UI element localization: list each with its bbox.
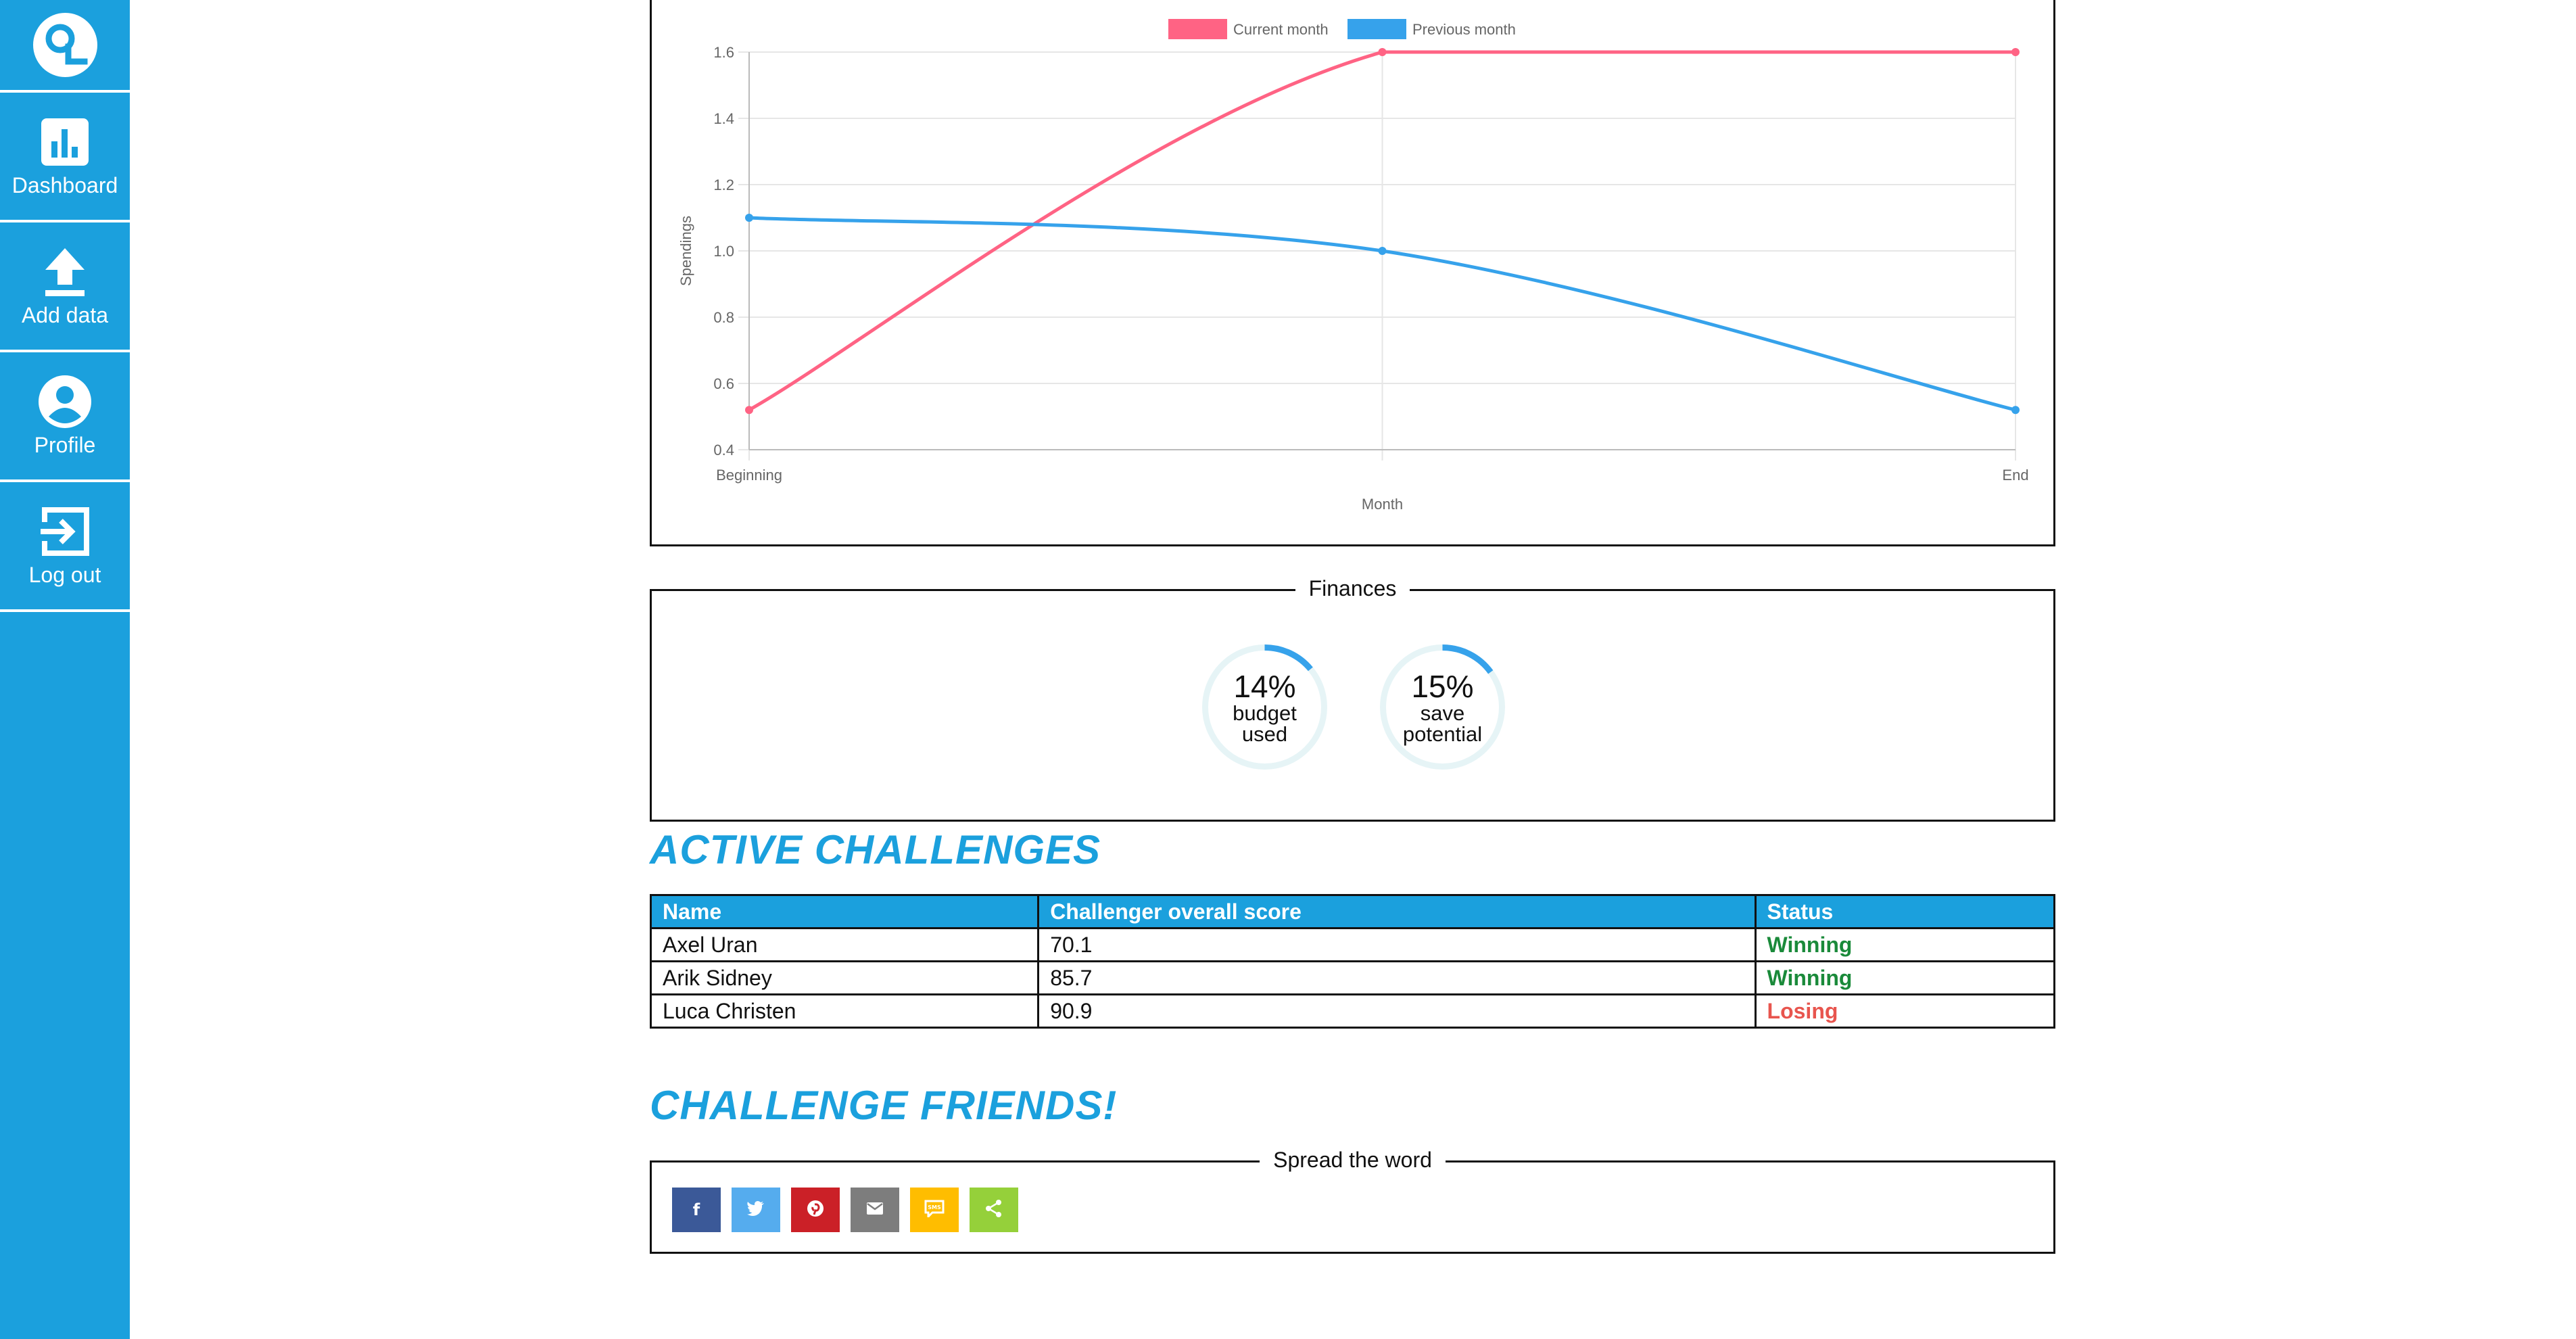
- y-tick-label: 1.4: [713, 110, 734, 127]
- data-point: [1378, 247, 1387, 255]
- active-challenges-heading: ACTIVE CHALLENGES: [650, 827, 1101, 872]
- twitter-share-button[interactable]: [732, 1188, 780, 1232]
- nav-profile[interactable]: Profile: [0, 352, 130, 482]
- challenges-table: Name Challenger overall score Status Axe…: [649, 894, 2056, 1029]
- nav-add-data-label: Add data: [21, 302, 109, 327]
- logout-icon: [38, 504, 92, 559]
- legend-label: Previous month: [1412, 21, 1516, 38]
- data-point: [2011, 48, 2020, 56]
- twitter-icon: [747, 1200, 765, 1219]
- budget-used-label-1: budget: [1233, 701, 1297, 725]
- data-point: [745, 406, 753, 415]
- challenger-score: 70.1: [1037, 927, 1757, 962]
- challenger-name: Luca Christen: [649, 993, 1040, 1029]
- logo[interactable]: [0, 0, 130, 93]
- bar-chart-icon: [38, 115, 92, 169]
- column-header-score: Challenger overall score: [1037, 894, 1757, 929]
- logo-icon: [32, 13, 97, 77]
- nav-profile-label: Profile: [34, 432, 96, 457]
- legend-swatch: [1347, 19, 1406, 39]
- budget-used-label-2: used: [1241, 722, 1288, 746]
- challenge-friends-heading: CHALLENGE FRIENDS!: [650, 1083, 1118, 1128]
- nav-dashboard[interactable]: Dashboard: [0, 93, 130, 222]
- user-circle-icon: [38, 375, 92, 429]
- save-potential-gauge: 15% save potential: [1377, 641, 1508, 773]
- save-potential-label-2: potential: [1402, 722, 1483, 746]
- data-point: [1378, 48, 1387, 56]
- spendings-chart-panel: 1.6 1.4 1.2 1.0 0.8 0.6 0.4 Beginning End Month Sp…: [650, 0, 2055, 546]
- table-row: Luca Christen 90.9 Losing: [649, 993, 2056, 1029]
- sms-share-button[interactable]: SMS: [910, 1188, 959, 1232]
- table-header-row: Name Challenger overall score Status: [649, 894, 2056, 929]
- y-axis-title: Spendings: [677, 216, 694, 286]
- share-icon: [984, 1199, 1003, 1221]
- nav-add-data[interactable]: Add data: [0, 222, 130, 352]
- table-row: Axel Uran 70.1 Winning: [649, 927, 2056, 962]
- svg-text:SMS: SMS: [928, 1204, 941, 1211]
- nav-dashboard-label: Dashboard: [11, 172, 118, 197]
- data-point: [2011, 406, 2020, 415]
- y-tick-label: 0.4: [713, 442, 734, 459]
- challenger-name: Arik Sidney: [649, 960, 1040, 995]
- facebook-icon: f: [692, 1200, 700, 1219]
- x-tick-label: End: [2002, 467, 2028, 484]
- x-tick-label: Beginning: [716, 467, 782, 484]
- y-tick-label: 1.2: [713, 177, 734, 193]
- data-point: [745, 214, 753, 222]
- pinterest-share-button[interactable]: [791, 1188, 840, 1232]
- upload-icon: [38, 245, 92, 299]
- y-tick-label: 1.6: [713, 44, 734, 61]
- share-button[interactable]: [970, 1188, 1018, 1232]
- facebook-share-button[interactable]: f: [672, 1188, 721, 1232]
- y-tick-label: 1.0: [713, 243, 734, 260]
- challenge-status: Losing: [1754, 993, 2056, 1029]
- spendings-line-chart: 1.6 1.4 1.2 1.0 0.8 0.6 0.4 Beginning End Month Sp…: [677, 19, 2029, 513]
- budget-used-percent: 14%: [1233, 668, 1296, 704]
- save-potential-label-1: save: [1420, 701, 1465, 725]
- challenge-status: Winning: [1754, 927, 2056, 962]
- legend-label: Current month: [1233, 21, 1329, 38]
- challenge-status: Winning: [1754, 960, 2056, 995]
- challenger-score: 85.7: [1037, 960, 1757, 995]
- sms-icon: SMS: [924, 1200, 945, 1221]
- series-line-0: [748, 50, 2016, 412]
- finances-title: Finances: [1295, 576, 1410, 601]
- challenger-name: Axel Uran: [649, 927, 1040, 962]
- x-axis-title: Month: [1362, 496, 1403, 513]
- mail-icon: [866, 1202, 884, 1219]
- table-row: Arik Sidney 85.7 Winning: [649, 960, 2056, 995]
- column-header-name: Name: [649, 894, 1040, 929]
- email-share-button[interactable]: [851, 1188, 899, 1232]
- legend-swatch: [1168, 19, 1227, 39]
- save-potential-percent: 15%: [1411, 668, 1474, 704]
- pinterest-icon: [807, 1200, 824, 1221]
- sidebar: Dashboard Add data Profile: [0, 0, 130, 1339]
- budget-used-gauge: 14% budget used: [1199, 641, 1331, 773]
- challenger-score: 90.9: [1037, 993, 1757, 1029]
- y-tick-label: 0.8: [713, 309, 734, 326]
- nav-logout[interactable]: Log out: [0, 482, 130, 612]
- share-panel-title: Spread the word: [1260, 1148, 1446, 1172]
- finances-panel: Finances: [650, 576, 2055, 822]
- column-header-status: Status: [1754, 894, 2056, 929]
- y-tick-label: 0.6: [713, 375, 734, 392]
- nav-logout-label: Log out: [28, 562, 101, 587]
